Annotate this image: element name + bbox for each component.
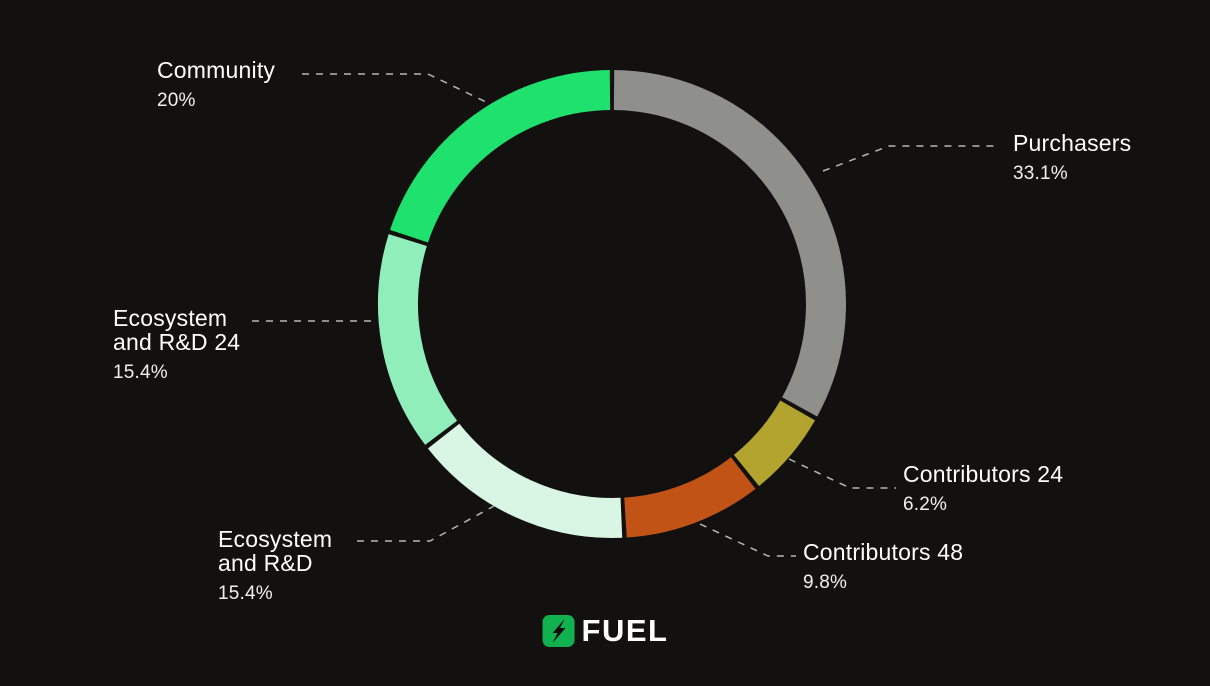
leader-line-contributors48 (699, 523, 796, 557)
callout-ecosystem-rd-label-line2: and R&D (218, 550, 313, 576)
callout-ecosystem-rd-24-pct: 15.4% (113, 362, 168, 383)
callout-ecosystem-rd-24-label-line1: Ecosystem (113, 305, 228, 331)
donut-segment-ecosystem-and-r-d-24 (378, 234, 458, 445)
donut-segment-community (390, 70, 611, 243)
callout-contributors-24: Contributors 24 6.2% (903, 462, 1063, 516)
callout-purchasers: Purchasers 33.1% (1013, 131, 1131, 185)
callout-contributors-48-label: Contributors 48 (803, 539, 964, 565)
donut-segment-ecosystem-and-r-d (427, 423, 623, 538)
leader-line-contributors24 (788, 458, 896, 489)
leader-line-purchasers (822, 145, 1000, 172)
leader-line-ecosystem (357, 505, 495, 542)
callout-community-pct: 20% (157, 90, 196, 111)
fuel-logo-icon (542, 615, 575, 647)
callout-ecosystem-rd-label-line1: Ecosystem (218, 526, 333, 552)
callout-purchasers-pct: 33.1% (1013, 163, 1068, 184)
callout-ecosystem-rd-24-label-line2: and R&D 24 (113, 329, 241, 355)
donut-segment-contributors-24 (733, 400, 815, 487)
donut-segment-purchasers (613, 70, 846, 417)
callout-ecosystem-rd-24: Ecosystem and R&D 24 15.4% (113, 306, 240, 384)
callout-purchasers-label: Purchasers (1013, 130, 1132, 156)
callout-contributors-48-pct: 9.8% (803, 572, 848, 593)
callout-community-label: Community (157, 57, 276, 83)
fuel-logo: FUEL (542, 613, 669, 649)
leader-line-community (302, 73, 487, 103)
callout-ecosystem-rd-pct: 15.4% (218, 583, 273, 604)
donut-segment-contributors-48 (623, 456, 756, 538)
callout-contributors-24-label: Contributors 24 (903, 461, 1064, 487)
callout-ecosystem-rd: Ecosystem and R&D 15.4% (218, 527, 332, 605)
callout-community: Community 20% (157, 58, 275, 112)
callout-contributors-48: Contributors 48 9.8% (803, 540, 963, 594)
callout-contributors-24-pct: 6.2% (903, 494, 948, 515)
fuel-logo-text: FUEL (581, 613, 669, 648)
